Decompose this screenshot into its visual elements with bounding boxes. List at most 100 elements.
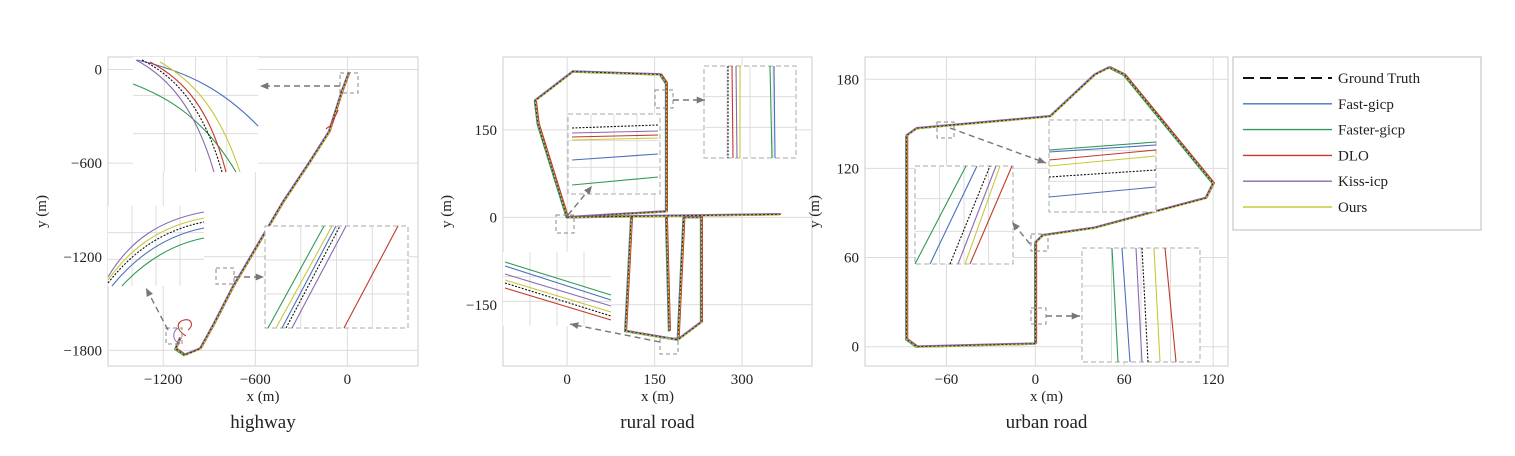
legend-label: Kiss-icp [1338,174,1388,190]
trajectory-kiss-icp [566,213,780,218]
trajectories [905,65,1216,348]
legend-entry: DLO [1243,148,1369,164]
legend-label: Ground Truth [1338,71,1421,87]
inset-rural-top [567,113,661,195]
inset-line [914,165,967,265]
inset-line [504,273,612,307]
x-tick-label: −60 [935,372,958,388]
subplot-title: urban road [1006,412,1088,433]
zoom-region-marker [339,72,359,94]
trajectory-ours [906,67,1215,348]
y-tick-label: −1800 [64,343,102,359]
arrow-head [146,288,153,297]
x-tick-label: 0 [344,372,352,388]
inset-line [571,137,659,141]
inset-line [504,279,612,313]
subplot-2: 0 150 300 150 0 −150 x (m) y (m) rural road [439,56,813,433]
inset-line [957,165,997,265]
x-tick-label: 120 [1202,372,1225,388]
arrow-head [260,82,269,90]
inset-line [291,225,347,329]
inset-line [735,65,738,159]
inset-line [107,211,205,278]
legend-entry: Ground Truth [1243,71,1421,87]
inset-line [111,227,205,287]
trajectory-kiss-icp [905,65,1214,347]
inset-line [1048,155,1157,167]
y-tick-label: 0 [490,210,498,226]
zoom-arrow [569,323,661,343]
zoom-region-marker [555,214,575,234]
arrow-head [584,186,592,195]
zoom-arrow [949,127,1047,164]
y-tick-label: 60 [844,251,859,267]
inset-line [1121,247,1131,363]
arrow-head [696,96,705,104]
inset-line [121,237,205,287]
trajectory-ground-truth [174,72,350,356]
y-tick-label: 0 [95,62,103,78]
trajectory-ground-truth [534,71,667,218]
y-tick-label: 150 [475,123,498,139]
inset-line [1141,247,1149,363]
inset-rural-bottom [503,252,612,326]
subplot-title: rural road [620,412,695,433]
legend-label: Faster-gicp [1338,123,1405,139]
trajectory-dlo-deviation [325,109,339,130]
legend-entry: Faster-gicp [1243,123,1405,139]
trajectory-dlo [666,216,671,331]
inset-highway-left [107,206,205,287]
y-tick-label: −1200 [64,250,102,266]
y-axis-label: y (m) [439,195,455,228]
inset-urban-left [914,165,1014,265]
inset-line [1048,149,1157,161]
y-tick-label: −150 [466,298,497,314]
legend-frame [1232,56,1482,231]
x-tick-label: −600 [240,372,271,388]
trajectory-loop [177,319,193,337]
inset-line [571,134,659,138]
y-tick-label: 120 [837,161,860,177]
inset-line [773,65,776,159]
inset-line [731,65,734,159]
legend-label: Fast-gicp [1338,97,1394,113]
inset-line [571,130,659,134]
trajectory-ground-truth [567,213,780,218]
x-tick-label: 150 [643,372,666,388]
inset-line [1048,186,1157,198]
legend-label: Ours [1338,200,1367,216]
subplot-1: −1200 −600 0 0 −600 −1200 −1800 x (m) y (m) highw… [34,56,419,433]
inset-line [571,153,659,161]
arrow-head [1037,156,1046,164]
legend: Ground Truth Fast-gicp Faster-gicp DLO Kiss-… [1232,56,1482,231]
inset-line [159,61,241,173]
inset-line [769,65,773,159]
subplot-title: highway [230,412,296,433]
arrow-head [570,322,579,330]
trajectory-ground-truth [665,217,670,332]
x-tick-label: 60 [1117,372,1132,388]
inset-line [285,225,341,329]
legend-entry: Ours [1243,200,1367,216]
arrow-head [1071,312,1080,320]
legend-label: DLO [1338,148,1369,164]
inset-line [141,59,223,173]
inset-line [1048,144,1157,153]
inset-line [1048,141,1157,151]
arrow-head [1012,222,1020,231]
inset-line [949,165,991,265]
inset-line [504,287,612,321]
inset-urban-top [1048,119,1157,213]
zoom-region-marker [215,267,235,285]
x-tick-label: 0 [563,372,571,388]
inset-line [132,83,237,173]
trajectories [533,70,782,342]
y-tick-label: 0 [852,340,860,356]
zoom-region-marker [654,89,674,109]
x-tick-label: −1200 [144,372,182,388]
inset-highway-top [132,57,259,173]
inset-line [1111,247,1119,363]
